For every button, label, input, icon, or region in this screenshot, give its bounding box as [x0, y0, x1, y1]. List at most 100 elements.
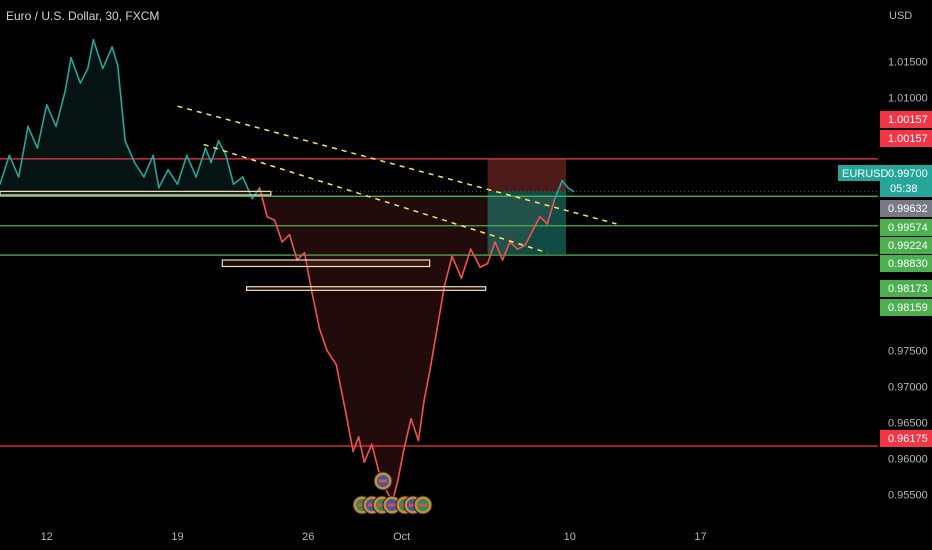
price-segment-70 — [539, 215, 549, 225]
price-segment-63 — [486, 241, 496, 265]
price-segment-65 — [501, 241, 511, 261]
price-segment-21 — [167, 168, 179, 185]
price-segment-72 — [554, 179, 564, 200]
price-label-0: 1.00157 — [888, 114, 928, 126]
price-segment-58 — [443, 255, 453, 287]
price-segment-59 — [451, 255, 463, 279]
price-segment-36 — [288, 233, 298, 261]
price-segment-12 — [92, 38, 104, 70]
price-segment-6 — [45, 103, 57, 128]
price-segment-11 — [87, 38, 95, 70]
x-tick-label: 19 — [171, 531, 183, 543]
position-target-zone — [487, 191, 567, 255]
price-segment-40 — [318, 327, 328, 352]
price-segment-17 — [133, 161, 145, 178]
price-segment-3 — [17, 125, 29, 178]
price-label-8: 0.98159 — [888, 302, 928, 314]
event-flag-icon-4 — [382, 495, 402, 515]
price-label-bg-9 — [880, 430, 932, 447]
event-stripe — [358, 503, 366, 507]
price-segment-55 — [423, 371, 431, 402]
x-tick-label: 12 — [41, 531, 53, 543]
price-segment-73 — [561, 179, 569, 189]
price-segment-57 — [436, 284, 446, 330]
price-segment-42 — [335, 363, 347, 413]
event-stripe — [378, 503, 386, 507]
support-zone-2 — [245, 286, 487, 291]
price-segment-46 — [363, 443, 373, 464]
price-segment-61 — [469, 248, 481, 269]
price-segment-56 — [428, 327, 438, 373]
x-tick-label: 26 — [302, 531, 314, 543]
price-segment-38 — [303, 251, 313, 294]
price-segment-31 — [251, 186, 261, 200]
price-segment-14 — [111, 46, 119, 66]
price-segment-26 — [210, 140, 220, 164]
price-segment-5 — [36, 103, 48, 149]
price-segment-60 — [460, 248, 472, 279]
support-zone-0 — [0, 190, 272, 196]
position-stop-zone — [487, 158, 567, 192]
y-tick-label: 0.97500 — [888, 345, 928, 357]
price-segment-18 — [143, 154, 154, 178]
countdown-label: 05:38 — [890, 183, 918, 195]
price-label-5: 0.99224 — [888, 240, 928, 252]
price-segment-15 — [116, 64, 126, 142]
y-tick-label: 0.96000 — [888, 454, 928, 466]
price-segment-53 — [410, 418, 420, 442]
price-label-1: 1.00157 — [888, 133, 928, 145]
symbol-tag: EURUSD — [842, 168, 889, 180]
price-segment-29 — [232, 176, 244, 185]
price-segment-4 — [27, 125, 39, 149]
event-flag-icon-0 — [373, 471, 393, 491]
price-segment-66 — [509, 241, 519, 250]
price-segment-33 — [266, 215, 276, 222]
price-label-bg-4 — [880, 219, 932, 236]
y-tick-label: 1.01000 — [888, 93, 928, 105]
price-label-2: 0.99700 — [888, 168, 928, 180]
event-stripe — [379, 479, 387, 483]
price-label-bg-3 — [880, 200, 932, 217]
price-segment-74 — [567, 186, 575, 193]
price-label-3: 0.99632 — [888, 203, 928, 215]
x-tick-label: Oct — [393, 531, 410, 543]
price-segment-32 — [258, 186, 268, 218]
price-label-bg-8 — [880, 299, 932, 316]
price-label-bg-2 — [880, 165, 932, 197]
price-segment-23 — [186, 154, 197, 178]
x-tick-label: 17 — [694, 531, 706, 543]
price-segment-7 — [55, 89, 67, 128]
price-segment-8 — [64, 56, 72, 92]
price-segment-44 — [352, 436, 360, 453]
price-segment-37 — [296, 251, 306, 261]
price-segment-71 — [546, 197, 556, 225]
price-segment-9 — [70, 56, 82, 84]
price-label-6: 0.98830 — [888, 258, 928, 270]
price-segment-69 — [531, 215, 541, 232]
price-segment-51 — [397, 450, 405, 482]
y-tick-label: 0.95500 — [888, 490, 928, 502]
event-stripe — [388, 503, 396, 507]
area-fill-above — [0, 39, 574, 197]
price-label-9: 0.96175 — [888, 433, 928, 445]
price-segment-25 — [204, 147, 212, 164]
price-segment-62 — [479, 262, 489, 269]
y-tick-label: 0.97000 — [888, 381, 928, 393]
trendline-1 — [203, 143, 548, 254]
event-stripe — [368, 503, 376, 507]
symbol-tag-bg — [838, 165, 880, 181]
price-label-4: 0.99574 — [888, 222, 928, 234]
support-zone-1 — [221, 259, 431, 268]
price-segment-54 — [417, 400, 425, 442]
price-label-7: 0.98173 — [888, 283, 928, 295]
chart-title: Euro / U.S. Dollar, 30, FXCM — [6, 9, 160, 23]
price-axis-background — [878, 0, 932, 550]
price-segment-45 — [357, 436, 366, 464]
price-label-bg-0 — [880, 111, 932, 128]
price-segment-22 — [176, 154, 188, 185]
price-segment-1 — [0, 154, 11, 185]
price-segment-67 — [516, 244, 526, 250]
currency-label: USD — [889, 10, 912, 22]
